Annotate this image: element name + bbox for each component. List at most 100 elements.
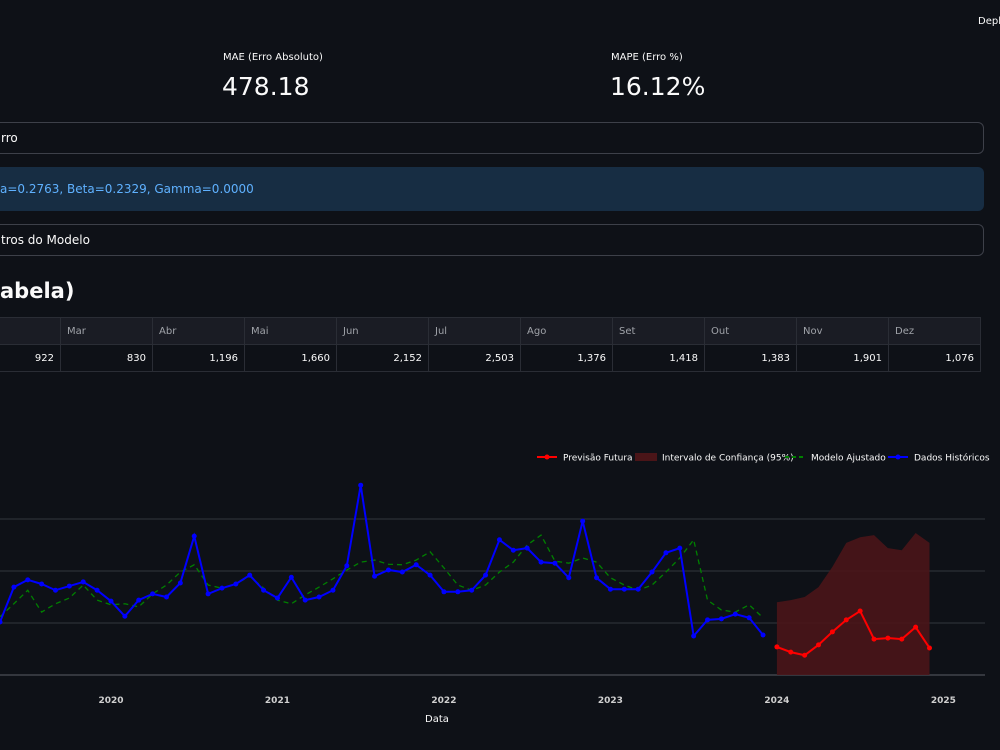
table-cell: 1,196 — [152, 344, 245, 372]
point — [483, 572, 489, 578]
metric-label: MAE (Erro Absoluto) — [223, 52, 323, 63]
info-box: a=0.2763, Beta=0.2329, Gamma=0.0000 — [0, 167, 984, 211]
point — [885, 635, 891, 641]
series-line — [0, 534, 764, 619]
x-tick-label: 2023 — [598, 696, 623, 706]
point — [913, 624, 919, 630]
point — [552, 560, 558, 566]
table-header: Dez — [888, 317, 981, 345]
table-cell: 1,901 — [796, 344, 889, 372]
deploy-button[interactable]: Depl — [978, 16, 1000, 27]
point — [0, 619, 3, 625]
x-tick-label: 2022 — [431, 696, 456, 706]
legend-swatch — [635, 453, 657, 461]
table-header: Out — [704, 317, 797, 345]
table-header: Nov — [796, 317, 889, 345]
x-tick-label: 2024 — [764, 696, 789, 706]
x-tick-label: 2020 — [98, 696, 123, 706]
point — [774, 644, 780, 650]
point — [427, 572, 433, 578]
point — [899, 636, 905, 642]
point — [288, 574, 294, 580]
expander-label: rro — [1, 131, 18, 145]
x-axis-label: Data — [425, 714, 449, 725]
point — [247, 572, 253, 578]
point — [732, 611, 738, 617]
point — [469, 587, 475, 593]
table-cell: 830 — [60, 344, 153, 372]
point — [677, 545, 683, 551]
table-header: Mai — [244, 317, 337, 345]
point — [927, 645, 933, 651]
point — [136, 597, 142, 603]
point — [580, 518, 586, 524]
expander[interactable]: tros do Modelo — [0, 224, 984, 256]
point — [302, 597, 308, 603]
point — [219, 585, 225, 591]
point — [94, 587, 100, 593]
point — [261, 587, 267, 593]
point — [163, 594, 169, 600]
legend-swatch — [544, 454, 550, 460]
expander-label: tros do Modelo — [1, 233, 90, 247]
series-line — [776, 609, 931, 657]
expander[interactable]: rro — [0, 122, 984, 154]
table-cell: 1,376 — [520, 344, 613, 372]
point — [316, 594, 322, 600]
table-header — [0, 317, 61, 345]
point — [385, 567, 391, 573]
point — [857, 608, 863, 614]
point — [788, 649, 794, 655]
point — [25, 577, 31, 583]
point — [11, 584, 17, 590]
point — [816, 642, 822, 648]
point — [233, 581, 239, 587]
table-header: Jul — [428, 317, 521, 345]
point — [871, 636, 877, 642]
point — [191, 533, 197, 539]
point — [705, 617, 711, 623]
info-text: a=0.2763, Beta=0.2329, Gamma=0.0000 — [0, 182, 254, 196]
point — [150, 591, 156, 597]
table-cell: 1,660 — [244, 344, 337, 372]
table-cell: 1,418 — [612, 344, 705, 372]
point — [510, 547, 516, 553]
section-heading: abela) — [0, 279, 75, 303]
legend-label: Previsão Futura — [563, 454, 633, 464]
table-header: Mar — [60, 317, 153, 345]
point — [358, 482, 364, 488]
legend-label: Intervalo de Confiança (95%) — [662, 454, 794, 464]
point — [760, 632, 766, 638]
legend-label: Modelo Ajustado — [811, 454, 886, 464]
metric-value: 16.12% — [610, 72, 706, 101]
table-cell: 2,503 — [428, 344, 521, 372]
point — [649, 569, 655, 575]
point — [524, 545, 530, 551]
point — [635, 586, 641, 592]
forecast-table: Mar Abr Mai Jun Jul Ago Set Out Nov Dez 922 830 1,19… — [0, 317, 981, 372]
point — [52, 587, 58, 593]
legend-swatch — [895, 454, 901, 460]
table-header: Set — [612, 317, 705, 345]
point — [205, 591, 211, 597]
point — [718, 616, 724, 622]
point — [413, 562, 419, 568]
point — [594, 575, 600, 581]
table-cell: 922 — [0, 344, 61, 372]
point — [802, 652, 808, 658]
point — [566, 575, 572, 581]
table-cell: 1,076 — [888, 344, 981, 372]
point — [122, 613, 128, 619]
point — [66, 583, 72, 589]
table-header: Abr — [152, 317, 245, 345]
point — [372, 573, 378, 579]
point — [746, 615, 752, 621]
point — [829, 629, 835, 635]
table-header: Jun — [336, 317, 429, 345]
point — [607, 586, 613, 592]
point — [399, 569, 405, 575]
x-tick-label: 2021 — [265, 696, 290, 706]
point — [80, 579, 86, 585]
point — [455, 589, 461, 595]
